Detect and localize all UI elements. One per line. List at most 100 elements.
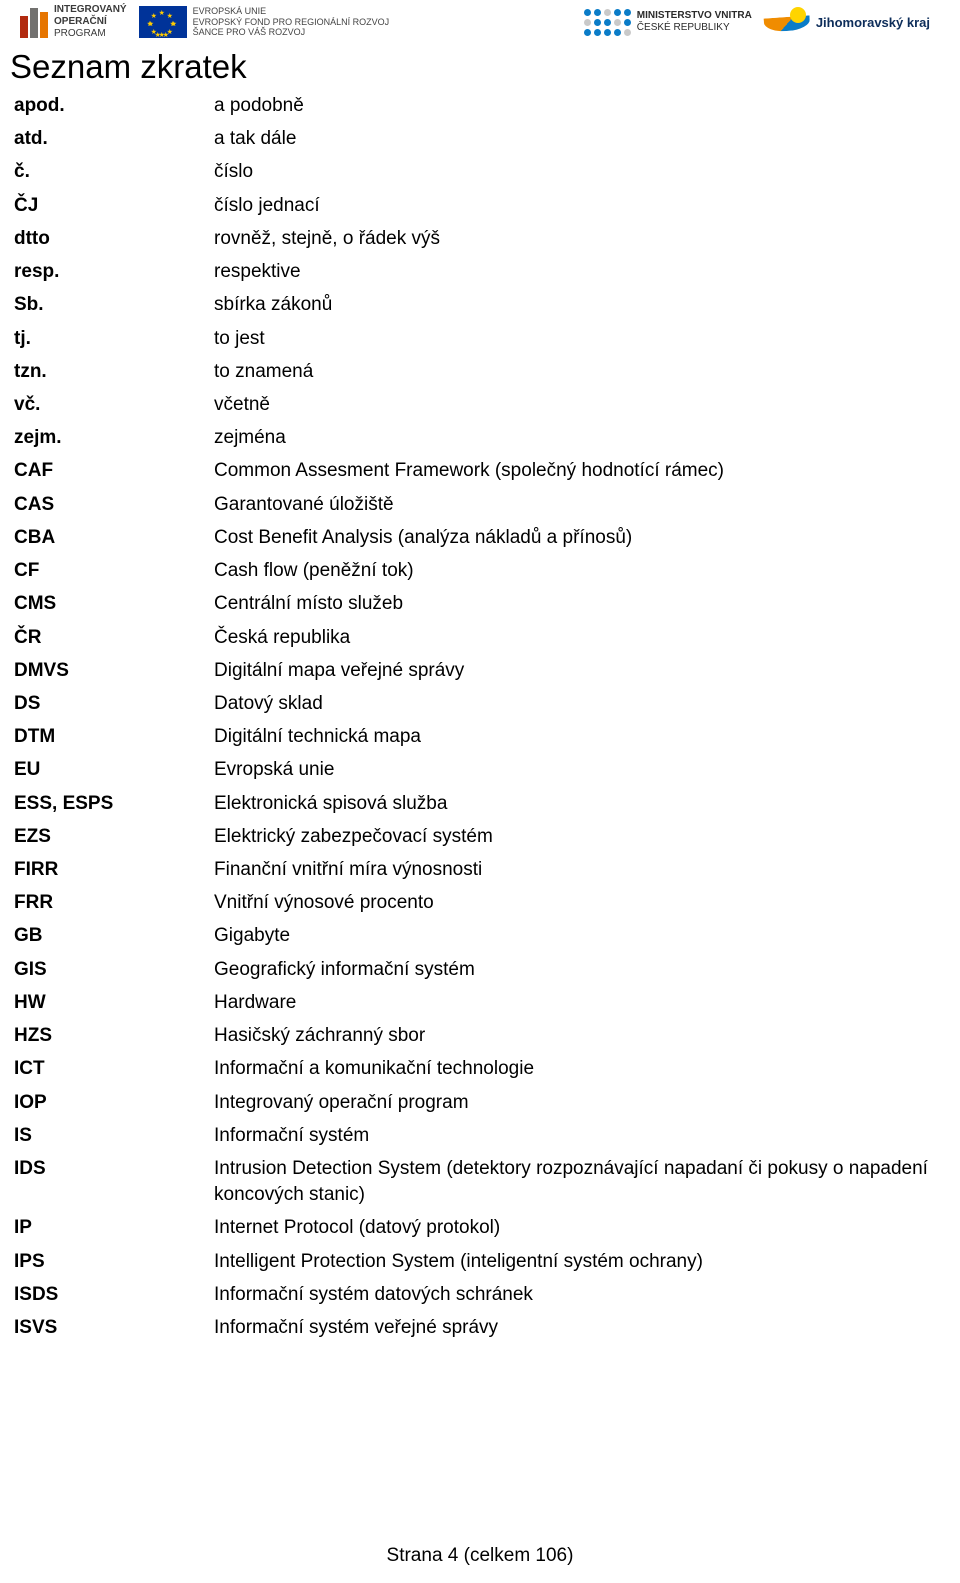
- abbr-row: CFCash flow (peněžní tok): [14, 558, 930, 584]
- abbr-list: apod.a podobněatd.a tak dáleč.čísloČJčís…: [14, 93, 930, 1341]
- eu-l1: EVROPSKÁ UNIE: [193, 6, 390, 16]
- abbr-row: č.číslo: [14, 159, 930, 185]
- abbr-row: HWHardware: [14, 990, 930, 1016]
- abbr-term: atd.: [14, 128, 214, 150]
- abbr-definition: Intrusion Detection System (detektory ro…: [214, 1156, 930, 1208]
- abbr-definition: Česká republika: [214, 625, 930, 651]
- abbr-term: resp.: [14, 261, 214, 283]
- abbr-row: EZSElektrický zabezpečovací systém: [14, 824, 930, 850]
- eu-l3: ŠANCE PRO VÁŠ ROZVOJ: [193, 27, 390, 37]
- logo-mv: MINISTERSTVO VNITRA ČESKÉ REPUBLIKY: [584, 9, 752, 36]
- eu-flag-icon: [139, 6, 187, 38]
- abbr-row: CBACost Benefit Analysis (analýza náklad…: [14, 525, 930, 551]
- page-footer: Strana 4 (celkem 106): [0, 1545, 960, 1567]
- abbr-definition-continuation: koncových stanic): [214, 1182, 930, 1208]
- abbr-row: GBGigabyte: [14, 923, 930, 949]
- abbr-row: resp.respektive: [14, 259, 930, 285]
- abbr-row: HZSHasičský záchranný sbor: [14, 1023, 930, 1049]
- abbr-definition: sbírka zákonů: [214, 292, 930, 318]
- abbr-row: zejm.zejména: [14, 425, 930, 451]
- abbr-term: vč.: [14, 394, 214, 416]
- abbr-definition: Informační systém datových schránek: [214, 1282, 930, 1308]
- abbr-term: IOP: [14, 1092, 214, 1114]
- abbr-definition: Hasičský záchranný sbor: [214, 1023, 930, 1049]
- abbr-term: DMVS: [14, 660, 214, 682]
- abbr-definition: to znamená: [214, 359, 930, 385]
- iop-line3: PROGRAM: [54, 28, 127, 40]
- abbr-term: tzn.: [14, 361, 214, 383]
- abbr-row: tj.to jest: [14, 326, 930, 352]
- abbr-row: dttorovněž, stejně, o řádek výš: [14, 226, 930, 252]
- abbr-row: IPInternet Protocol (datový protokol): [14, 1215, 930, 1241]
- abbr-term: DS: [14, 693, 214, 715]
- abbr-definition: Datový sklad: [214, 691, 930, 717]
- jmk-swoosh-icon: [764, 5, 810, 39]
- abbr-definition: to jest: [214, 326, 930, 352]
- abbr-term: IDS: [14, 1158, 214, 1180]
- logo-iop: INTEGROVANÝ OPERAČNÍ PROGRAM: [20, 4, 127, 40]
- mv-l1: MINISTERSTVO VNITRA: [637, 10, 752, 22]
- abbr-definition: Centrální místo služeb: [214, 591, 930, 617]
- abbr-definition: Internet Protocol (datový protokol): [214, 1215, 930, 1241]
- abbr-term: ICT: [14, 1058, 214, 1080]
- abbr-term: HW: [14, 992, 214, 1014]
- abbr-definition: Informační a komunikační technologie: [214, 1056, 930, 1082]
- abbr-term: IP: [14, 1217, 214, 1239]
- page: INTEGROVANÝ OPERAČNÍ PROGRAM EVROPSKÁ UN…: [0, 0, 960, 1583]
- abbr-definition: Finanční vnitřní míra výnosnosti: [214, 857, 930, 883]
- abbr-term: GB: [14, 925, 214, 947]
- abbr-row: IDSIntrusion Detection System (detektory…: [14, 1156, 930, 1208]
- abbr-term: IPS: [14, 1251, 214, 1273]
- abbr-row: IOPIntegrovaný operační program: [14, 1090, 930, 1116]
- abbr-definition: Elektronická spisová služba: [214, 791, 930, 817]
- abbr-term: ČR: [14, 627, 214, 649]
- abbr-term: č.: [14, 161, 214, 183]
- abbr-term: ISVS: [14, 1317, 214, 1339]
- abbr-term: CBA: [14, 527, 214, 549]
- abbr-definition: Common Assesment Framework (společný hod…: [214, 458, 930, 484]
- abbr-term: Sb.: [14, 294, 214, 316]
- abbr-definition: Intelligent Protection System (inteligen…: [214, 1249, 930, 1275]
- abbr-definition: Digitální mapa veřejné správy: [214, 658, 930, 684]
- abbr-term: apod.: [14, 95, 214, 117]
- abbr-row: vč.včetně: [14, 392, 930, 418]
- abbr-row: FIRRFinanční vnitřní míra výnosnosti: [14, 857, 930, 883]
- abbr-term: FIRR: [14, 859, 214, 881]
- abbr-definition: Informační systém veřejné správy: [214, 1315, 930, 1341]
- abbr-term: ISDS: [14, 1284, 214, 1306]
- abbr-row: Sb.sbírka zákonů: [14, 292, 930, 318]
- abbr-term: tj.: [14, 328, 214, 350]
- abbr-term: zejm.: [14, 427, 214, 449]
- abbr-term: CF: [14, 560, 214, 582]
- abbr-definition: Integrovaný operační program: [214, 1090, 930, 1116]
- abbr-definition: zejména: [214, 425, 930, 451]
- abbr-row: GISGeografický informační systém: [14, 957, 930, 983]
- eu-text: EVROPSKÁ UNIE EVROPSKÝ FOND PRO REGIONÁL…: [193, 6, 390, 37]
- abbr-term: IS: [14, 1125, 214, 1147]
- abbr-row: CASGarantované úložiště: [14, 492, 930, 518]
- abbr-definition: Cost Benefit Analysis (analýza nákladů a…: [214, 525, 930, 551]
- mv-text: MINISTERSTVO VNITRA ČESKÉ REPUBLIKY: [637, 10, 752, 34]
- abbr-row: ESS, ESPSElektronická spisová služba: [14, 791, 930, 817]
- logo-row: INTEGROVANÝ OPERAČNÍ PROGRAM EVROPSKÁ UN…: [10, 0, 930, 46]
- abbr-term: DTM: [14, 726, 214, 748]
- abbr-row: DSDatový sklad: [14, 691, 930, 717]
- iop-line2: OPERAČNÍ: [54, 16, 127, 28]
- logo-eu: EVROPSKÁ UNIE EVROPSKÝ FOND PRO REGIONÁL…: [139, 6, 390, 38]
- abbr-row: apod.a podobně: [14, 93, 930, 119]
- abbr-definition: a podobně: [214, 93, 930, 119]
- iop-line1: INTEGROVANÝ: [54, 4, 127, 16]
- abbr-row: ČJčíslo jednací: [14, 193, 930, 219]
- mv-dots-icon: [584, 9, 631, 36]
- abbr-term: HZS: [14, 1025, 214, 1047]
- abbr-definition: Evropská unie: [214, 757, 930, 783]
- logo-jmk: Jihomoravský kraj: [764, 5, 930, 39]
- abbr-definition: číslo: [214, 159, 930, 185]
- abbr-term: CAS: [14, 494, 214, 516]
- abbr-definition: Gigabyte: [214, 923, 930, 949]
- abbr-definition: a tak dále: [214, 126, 930, 152]
- abbr-row: IPSIntelligent Protection System (inteli…: [14, 1249, 930, 1275]
- abbr-term: EU: [14, 759, 214, 781]
- abbr-row: ISInformační systém: [14, 1123, 930, 1149]
- abbr-term: ČJ: [14, 195, 214, 217]
